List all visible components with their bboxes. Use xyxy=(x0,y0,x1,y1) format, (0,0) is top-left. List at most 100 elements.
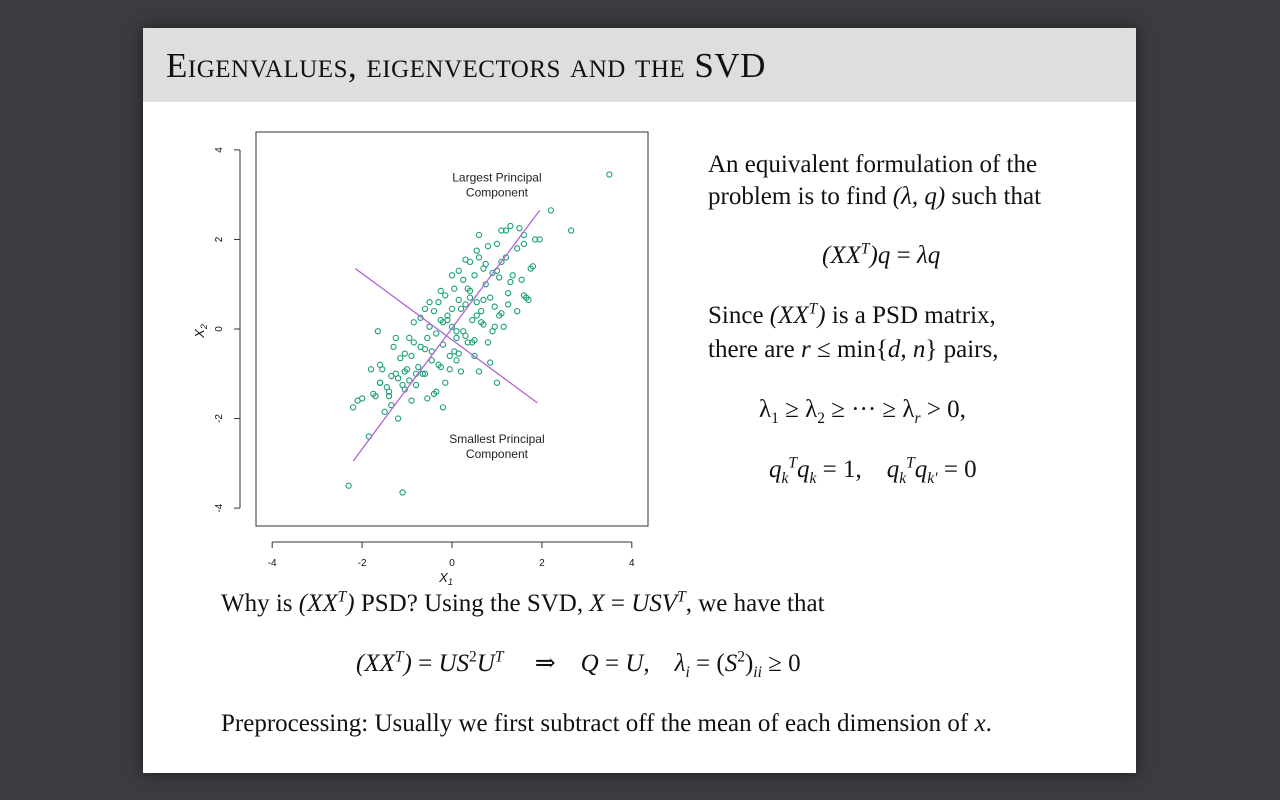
scatter-point xyxy=(442,292,449,299)
scatter-point xyxy=(507,278,514,286)
y-tick-label: -4 xyxy=(214,503,225,512)
scatter-point xyxy=(446,366,453,373)
scatter-point xyxy=(453,357,460,364)
scatter-point xyxy=(475,231,483,239)
scatter-point xyxy=(473,298,480,306)
scatter-point xyxy=(428,357,435,364)
scatter-point xyxy=(435,361,442,368)
scatter-point xyxy=(394,415,402,422)
equation-eigen: (XXT)q = λq xyxy=(822,240,941,269)
scatter-point xyxy=(493,379,501,386)
scatter-point xyxy=(514,307,521,315)
scatter-point xyxy=(567,227,575,234)
scatter-point xyxy=(385,393,393,400)
scatter-point xyxy=(464,339,471,346)
scatter-point xyxy=(426,323,433,330)
scatter-point xyxy=(451,285,458,292)
scatter-point xyxy=(547,207,555,214)
scatter-point xyxy=(376,361,384,368)
scatter-point xyxy=(435,298,442,306)
scatter-point xyxy=(448,305,456,313)
scatter-point xyxy=(376,379,384,386)
scatter-point xyxy=(514,245,521,252)
scatter-point xyxy=(392,334,399,342)
scatter-point xyxy=(421,370,429,377)
scatter-point xyxy=(516,225,523,232)
scatter-point xyxy=(475,368,483,375)
scatter-point xyxy=(471,272,478,279)
scatter-point xyxy=(399,381,406,389)
scatter-point xyxy=(500,323,507,330)
x-axis-title: X1 xyxy=(438,570,453,587)
scatter-point xyxy=(455,296,462,304)
scatter-point xyxy=(487,294,494,301)
bottom-line-1: Why is (XXT) PSD? Using the SVD, X = USV… xyxy=(221,588,825,617)
right-line-2: problem is to find (λ, q) such that xyxy=(708,183,1042,210)
x-tick-label: 4 xyxy=(629,558,635,569)
scatter-point xyxy=(498,258,505,265)
scatter-point xyxy=(426,298,433,306)
smallest-pc-line xyxy=(354,268,538,404)
scatter-point xyxy=(489,328,496,335)
slide: Eigenvalues, eigenvectors and the SVD -4… xyxy=(143,28,1136,773)
plot-frame xyxy=(255,131,649,527)
scatter-point xyxy=(460,276,467,283)
scatter-point xyxy=(421,305,429,313)
scatter-point xyxy=(349,404,357,411)
x-tick-label: 0 xyxy=(449,558,455,569)
scatter-point xyxy=(484,243,492,250)
scatter-point xyxy=(462,256,469,263)
scatter-point xyxy=(505,301,512,308)
scatter-point xyxy=(430,307,438,315)
right-line-4: there are r ≤ min{d, n} pairs, xyxy=(708,336,999,363)
principal-component-lines xyxy=(352,209,541,462)
scatter-point xyxy=(466,287,474,295)
scatter-point xyxy=(480,296,487,304)
scatter-point xyxy=(455,350,462,357)
scatter-point xyxy=(469,316,476,324)
scatter-point xyxy=(421,345,429,353)
scatter-point xyxy=(502,227,510,234)
y-tick-label: 2 xyxy=(214,236,225,242)
x-axis-title-sub: 1 xyxy=(448,577,453,587)
scatter-point xyxy=(430,390,438,398)
scatter-point xyxy=(518,276,525,283)
y-tick-label: 4 xyxy=(214,147,225,153)
scatter-point xyxy=(410,319,417,326)
scatter-point xyxy=(394,375,402,382)
scatter-point xyxy=(424,395,431,402)
scatter-point xyxy=(390,343,397,351)
scatter-point xyxy=(507,222,514,230)
scatter-point xyxy=(509,272,516,279)
scatter-point xyxy=(606,171,613,178)
scatter-point xyxy=(536,236,543,243)
y-axis-title-sub: 2 xyxy=(199,324,209,330)
lambda-q-pair: (λ, q) xyxy=(892,183,946,210)
scatter-point xyxy=(457,305,465,313)
scatter-point xyxy=(439,404,447,411)
scatter-point xyxy=(480,321,487,328)
scatter-point xyxy=(473,247,480,254)
scatter-point xyxy=(498,227,505,234)
y-tick-label: -2 xyxy=(214,414,225,423)
scatter-point xyxy=(493,240,501,248)
slide-title: Eigenvalues, eigenvectors and the SVD xyxy=(166,46,766,85)
scatter-point xyxy=(388,372,395,380)
scatter-point xyxy=(505,290,512,297)
scatter-point xyxy=(482,281,489,288)
scatter-point xyxy=(482,260,489,268)
scatter-point xyxy=(408,352,415,360)
scatter-point xyxy=(453,328,460,335)
scatter-point xyxy=(525,296,532,304)
scatter-point xyxy=(496,274,503,281)
bottom-line-2: Preprocessing: Usually we first subtract… xyxy=(221,710,992,737)
x-tick-label: -4 xyxy=(268,558,277,569)
scatter-point xyxy=(471,352,478,360)
equation-svd: (XXT) = US2UT ⇒ Q = U, λi = (S2)ii ≥ 0 xyxy=(356,648,801,681)
scatter-point xyxy=(455,267,462,274)
scatter-point xyxy=(381,408,388,415)
scatter-point xyxy=(529,263,537,270)
